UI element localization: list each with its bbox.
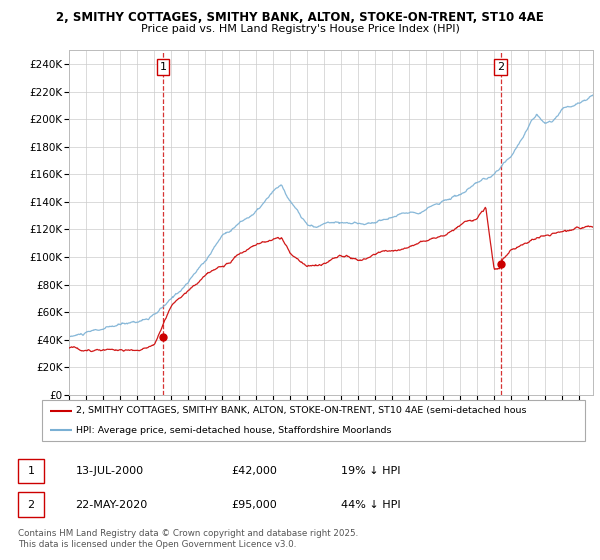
Text: £95,000: £95,000 <box>231 500 277 510</box>
Text: 2: 2 <box>28 500 35 510</box>
Text: 22-MAY-2020: 22-MAY-2020 <box>76 500 148 510</box>
Text: 2, SMITHY COTTAGES, SMITHY BANK, ALTON, STOKE-ON-TRENT, ST10 4AE: 2, SMITHY COTTAGES, SMITHY BANK, ALTON, … <box>56 11 544 24</box>
Text: 2: 2 <box>497 62 504 72</box>
Text: 44% ↓ HPI: 44% ↓ HPI <box>341 500 400 510</box>
Text: 19% ↓ HPI: 19% ↓ HPI <box>341 466 400 476</box>
Text: 1: 1 <box>28 466 34 476</box>
Text: Price paid vs. HM Land Registry's House Price Index (HPI): Price paid vs. HM Land Registry's House … <box>140 24 460 34</box>
Text: £42,000: £42,000 <box>231 466 277 476</box>
Bar <box>18 492 44 517</box>
Text: Contains HM Land Registry data © Crown copyright and database right 2025.
This d: Contains HM Land Registry data © Crown c… <box>18 529 358 549</box>
Text: 13-JUL-2000: 13-JUL-2000 <box>76 466 144 476</box>
Text: 2, SMITHY COTTAGES, SMITHY BANK, ALTON, STOKE-ON-TRENT, ST10 4AE (semi-detached : 2, SMITHY COTTAGES, SMITHY BANK, ALTON, … <box>76 407 526 416</box>
Bar <box>18 459 44 483</box>
Text: 1: 1 <box>160 62 167 72</box>
Text: HPI: Average price, semi-detached house, Staffordshire Moorlands: HPI: Average price, semi-detached house,… <box>76 426 391 435</box>
